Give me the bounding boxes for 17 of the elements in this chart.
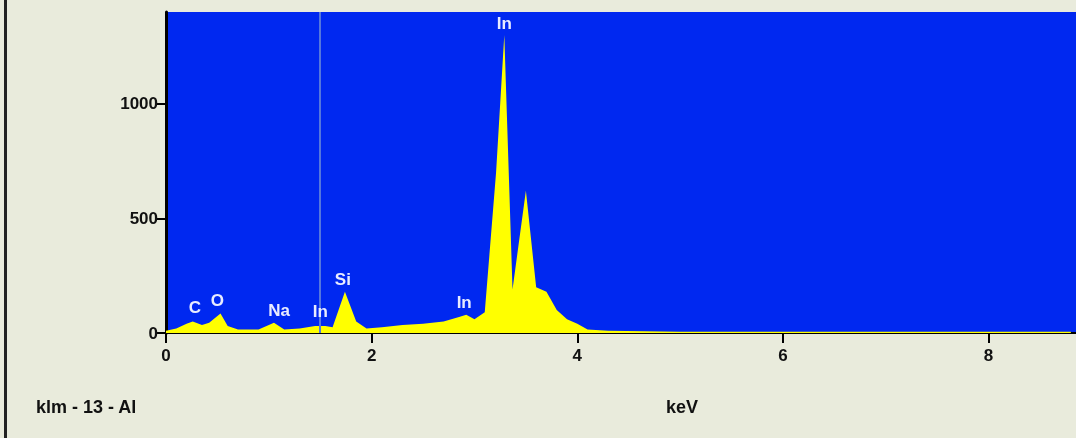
annotation: Na [268,300,291,320]
x-tick-label: 8 [983,346,994,365]
annotation: In [456,292,472,312]
x-axis-title: keV [666,397,699,417]
x-tick-label: 4 [572,346,583,365]
text: klm - 13 - Al [36,397,137,417]
annotation: Si [334,269,351,289]
annotation: O [210,291,225,311]
y-tick-label: 1000 [120,94,158,114]
annotation: C [188,298,201,318]
y-tick-label: 0 [148,323,158,343]
x-tick-label: 0 [161,346,171,365]
annotation: In [312,301,328,321]
y-tick-label: 500 [129,208,158,228]
x-tick-label: 2 [366,346,377,365]
x-tick-label: 6 [778,346,788,365]
annotation: In [496,13,512,33]
